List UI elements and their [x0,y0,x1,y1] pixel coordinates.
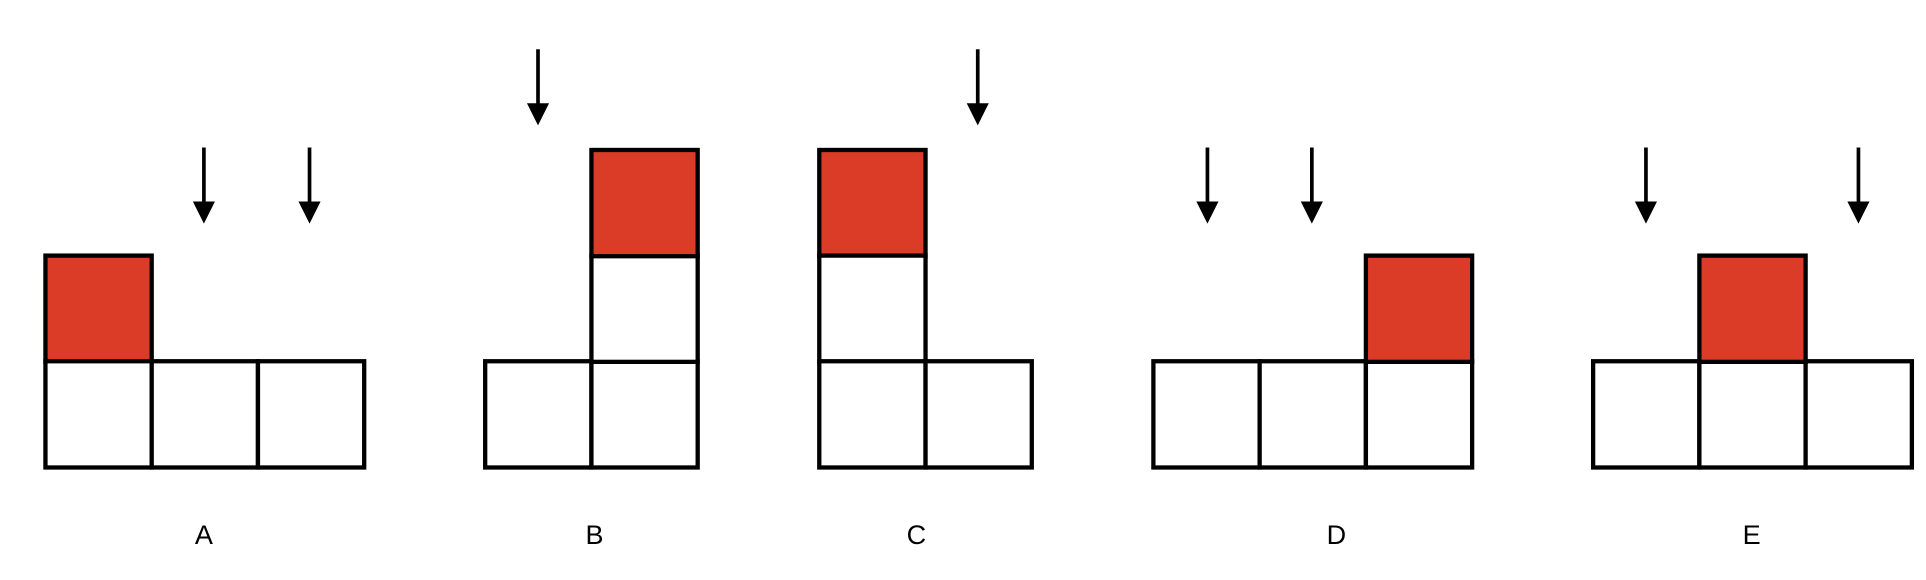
square [1363,359,1475,470]
square [817,253,928,365]
arrow-head [298,201,321,224]
red-square [43,253,154,365]
arrow-head [1300,201,1323,224]
arrow-head [1196,201,1219,224]
shapes [43,49,1915,470]
square [255,359,367,470]
square [1803,359,1915,470]
square [149,359,261,470]
panel-label: E [1743,520,1761,550]
red-square [1363,253,1475,365]
square [923,359,1034,470]
square [1697,359,1808,470]
red-square [817,147,928,259]
square [1257,359,1369,470]
panel-label: C [907,520,927,550]
panel-label: D [1327,520,1347,550]
square [1590,359,1702,470]
arrow-head [526,103,550,126]
arrow-head [1847,201,1870,224]
arrow-head [1634,201,1657,224]
square [589,359,700,470]
red-square [589,147,700,259]
red-square [1697,253,1808,365]
square [589,253,700,365]
arrow-head [192,201,215,224]
square [1151,359,1262,470]
square [817,359,928,470]
arrow-head [966,103,989,126]
square [483,359,594,470]
panel-label: B [585,520,603,550]
panel-label: A [195,520,213,550]
square [43,359,154,470]
